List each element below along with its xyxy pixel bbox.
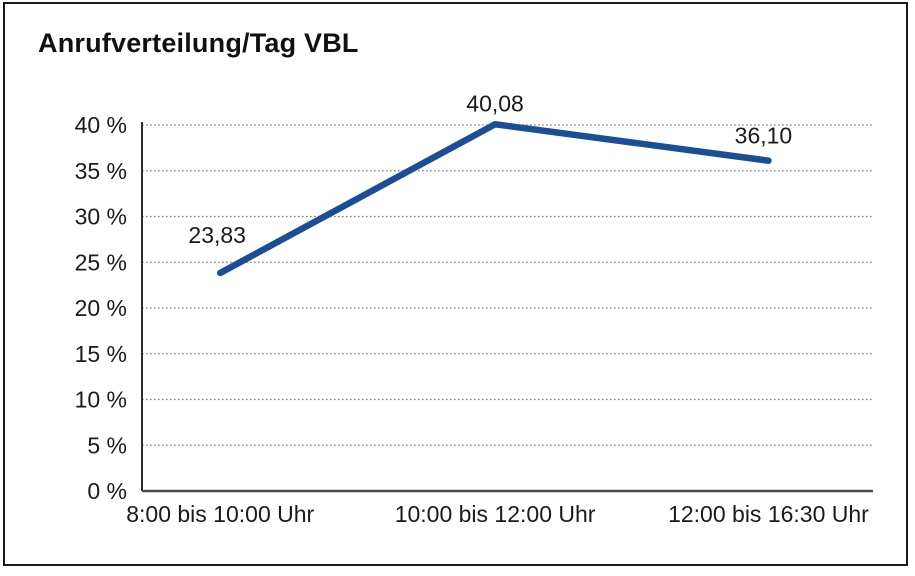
data-point-label: 23,83 [188,222,246,248]
y-tick-label: 15 % [75,341,127,367]
y-tick-label: 40 % [75,112,127,138]
chart-frame [3,2,908,566]
y-tick-label: 10 % [75,387,127,413]
y-tick-label: 0 % [87,478,127,504]
y-tick-label: 25 % [75,249,127,275]
data-point-label: 40,08 [466,90,524,116]
series-line [216,121,772,277]
y-tick-label: 35 % [75,158,127,184]
y-tick-label: 5 % [87,432,127,458]
x-category-label: 10:00 bis 12:00 Uhr [395,501,596,527]
x-category-label: 12:00 bis 16:30 Uhr [668,501,869,527]
data-point-label: 36,10 [735,123,793,149]
y-tick-label: 30 % [75,204,127,230]
x-category-label: 8:00 bis 10:00 Uhr [126,501,314,527]
y-tick-label: 20 % [75,295,127,321]
chart-title: Anrufverteilung/Tag VBL [38,28,359,58]
